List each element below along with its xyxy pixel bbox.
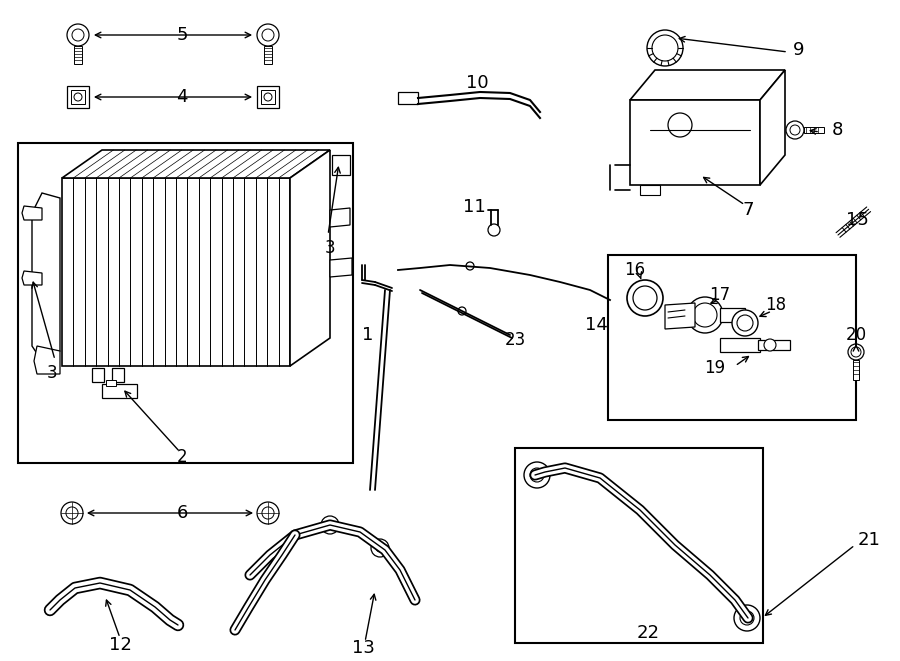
Text: 9: 9	[793, 41, 805, 59]
Bar	[804, 127, 824, 133]
Polygon shape	[665, 303, 695, 329]
Text: 16: 16	[625, 261, 645, 279]
Circle shape	[790, 125, 800, 135]
Text: 22: 22	[636, 624, 660, 642]
Text: 15: 15	[846, 211, 868, 229]
Text: 6: 6	[176, 504, 188, 522]
Polygon shape	[758, 340, 790, 350]
Bar	[332, 155, 350, 175]
Circle shape	[72, 29, 84, 41]
Circle shape	[668, 113, 692, 137]
Polygon shape	[330, 258, 352, 277]
Bar	[640, 185, 660, 195]
Text: 5: 5	[176, 26, 188, 44]
Circle shape	[627, 280, 663, 316]
Circle shape	[647, 30, 683, 66]
Bar	[102, 384, 137, 398]
Circle shape	[734, 605, 760, 631]
Circle shape	[326, 521, 334, 529]
Text: 23: 23	[504, 331, 526, 349]
Text: 1: 1	[363, 326, 374, 344]
Bar	[608, 255, 856, 420]
Bar	[67, 86, 89, 108]
Circle shape	[851, 347, 861, 357]
Polygon shape	[22, 271, 42, 285]
Circle shape	[264, 93, 272, 101]
Circle shape	[488, 224, 500, 236]
Text: 4: 4	[176, 88, 188, 106]
Circle shape	[732, 310, 758, 336]
Polygon shape	[720, 338, 760, 352]
Bar	[261, 90, 275, 104]
Circle shape	[764, 339, 776, 351]
Circle shape	[371, 539, 389, 557]
Circle shape	[687, 297, 723, 333]
Polygon shape	[32, 193, 60, 361]
Circle shape	[61, 502, 83, 524]
Polygon shape	[630, 70, 785, 100]
Circle shape	[466, 262, 474, 270]
Circle shape	[524, 462, 550, 488]
Text: 2: 2	[176, 448, 187, 466]
Bar	[515, 448, 763, 643]
Polygon shape	[34, 346, 60, 374]
Polygon shape	[62, 178, 290, 366]
Circle shape	[652, 35, 678, 61]
Bar	[398, 92, 418, 104]
Polygon shape	[760, 70, 785, 185]
Circle shape	[74, 93, 82, 101]
Text: 19: 19	[705, 359, 725, 377]
Text: 12: 12	[109, 636, 131, 654]
Bar	[853, 360, 859, 380]
Circle shape	[848, 344, 864, 360]
Circle shape	[737, 315, 753, 331]
Circle shape	[257, 24, 279, 46]
Circle shape	[66, 507, 78, 519]
Circle shape	[262, 29, 274, 41]
Text: 7: 7	[742, 201, 754, 219]
Circle shape	[321, 516, 339, 534]
Polygon shape	[630, 100, 760, 185]
Bar	[106, 380, 116, 386]
Circle shape	[740, 611, 754, 625]
Circle shape	[633, 286, 657, 310]
Text: 3: 3	[47, 364, 58, 382]
Text: 18: 18	[765, 296, 787, 314]
Polygon shape	[22, 206, 42, 220]
Circle shape	[257, 502, 279, 524]
Bar	[71, 90, 85, 104]
Text: 17: 17	[709, 286, 731, 304]
Text: 21: 21	[858, 531, 881, 549]
Bar	[92, 368, 104, 382]
Text: 8: 8	[832, 121, 843, 139]
Text: 3: 3	[325, 239, 336, 257]
Circle shape	[376, 544, 384, 552]
Bar	[257, 86, 279, 108]
Circle shape	[693, 303, 717, 327]
Bar	[720, 308, 745, 322]
Bar	[74, 46, 82, 64]
Text: 20: 20	[845, 326, 867, 344]
Text: 11: 11	[463, 198, 485, 216]
Polygon shape	[290, 150, 330, 366]
Text: 10: 10	[465, 74, 489, 92]
Polygon shape	[62, 150, 330, 178]
Circle shape	[530, 468, 544, 482]
Text: 13: 13	[352, 639, 374, 657]
Bar	[18, 143, 353, 463]
Circle shape	[458, 307, 466, 315]
Circle shape	[67, 24, 89, 46]
Bar	[264, 46, 272, 64]
Circle shape	[262, 507, 274, 519]
Text: 14: 14	[585, 316, 608, 334]
Polygon shape	[330, 208, 350, 227]
Circle shape	[786, 121, 804, 139]
Bar	[112, 368, 124, 382]
